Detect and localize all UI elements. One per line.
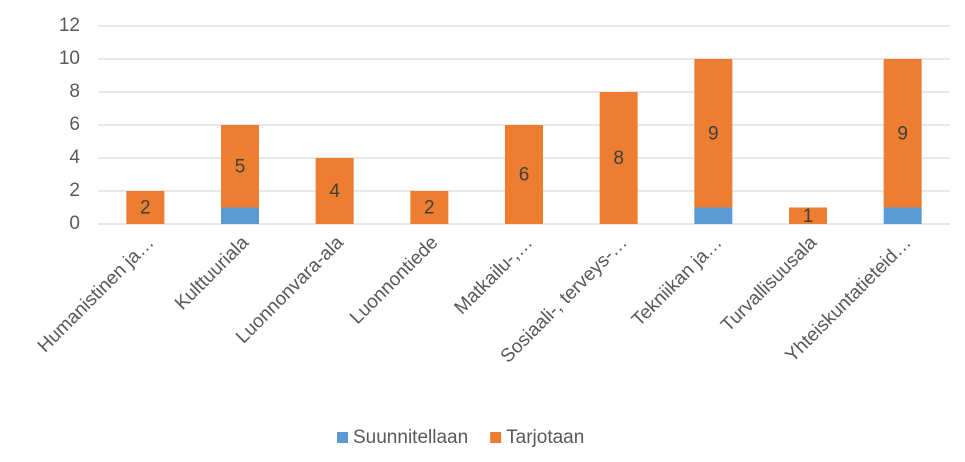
y-tick-label: 4	[69, 147, 80, 168]
bar-segment	[221, 125, 259, 208]
y-tick-label: 0	[69, 213, 80, 234]
bar-segment	[221, 207, 259, 224]
y-tick-label: 6	[69, 114, 80, 135]
legend-swatch	[490, 432, 502, 443]
bar-segment	[410, 191, 449, 224]
data-label: 2	[140, 198, 151, 219]
bar-segment	[126, 191, 165, 224]
data-label: 5	[235, 156, 246, 177]
legend-label: Tarjotaan	[506, 427, 584, 448]
bar-segment	[883, 59, 922, 208]
y-tick-label: 8	[69, 81, 80, 102]
x-tick-label: Tekniikan ja…	[628, 232, 726, 330]
data-label: 1	[803, 206, 814, 227]
data-label: 9	[897, 123, 908, 144]
x-tick-label: Matkailu-,…	[451, 232, 538, 319]
y-tick-label: 10	[59, 48, 80, 69]
bar-segment	[883, 207, 922, 224]
data-label: 8	[613, 148, 624, 169]
data-label: 4	[329, 181, 340, 202]
x-tick-label: Kulttuuriala	[171, 232, 253, 314]
data-label: 9	[708, 123, 719, 144]
bar-segment	[789, 207, 827, 224]
legend-swatch	[337, 432, 348, 443]
x-tick-label: Humanistinen ja…	[34, 232, 159, 357]
data-label: 2	[424, 198, 435, 219]
bar-segment	[315, 158, 354, 224]
bar-segment	[599, 92, 638, 224]
x-tick-label: Turvallisuusala	[717, 232, 821, 336]
bar-segment	[505, 125, 543, 224]
bar-segment	[694, 207, 733, 224]
legend-label: Suunnitellaan	[353, 427, 468, 448]
bar-segment	[694, 59, 733, 208]
y-tick-label: 2	[69, 180, 80, 201]
x-tick-label: Luonnontiede	[346, 232, 442, 328]
data-label: 6	[519, 165, 530, 186]
y-tick-label: 12	[59, 15, 80, 36]
